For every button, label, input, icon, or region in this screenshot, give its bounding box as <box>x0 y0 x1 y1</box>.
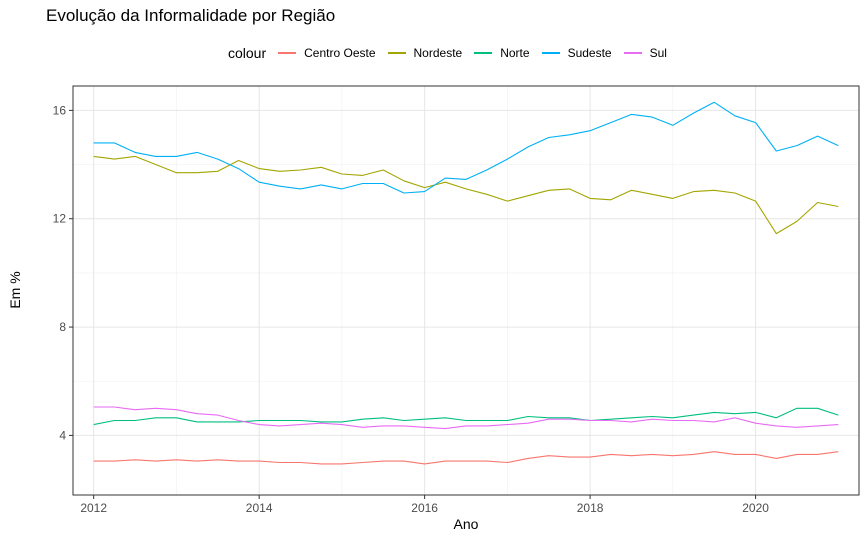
x-tick-label: 2018 <box>577 501 604 515</box>
legend-label: Nordeste <box>413 46 463 60</box>
y-tick-label: 8 <box>59 320 66 334</box>
legend-key-sul <box>623 52 642 54</box>
legend: colour Centro Oeste Nordeste Norte Sudeste S… <box>228 44 679 62</box>
legend-item-nordeste: Nordeste <box>387 46 463 60</box>
legend-label: Norte <box>500 46 530 60</box>
y-axis-label: Em % <box>7 271 23 308</box>
series-line-sul <box>93 406 839 430</box>
series-line-sudeste <box>93 101 839 194</box>
series-line-nordeste <box>93 155 839 235</box>
legend-item-sul: Sul <box>623 46 667 60</box>
legend-title: colour <box>228 45 267 61</box>
legend-label: Sul <box>649 46 667 60</box>
x-tick-label: 2014 <box>246 501 273 515</box>
plot-border <box>72 85 860 496</box>
legend-item-centro-oeste: Centro Oeste <box>278 46 376 60</box>
series-lines <box>93 101 839 465</box>
legend-label: Centro Oeste <box>304 46 376 60</box>
y-tick-label: 12 <box>53 212 67 226</box>
x-axis-label: Ano <box>454 516 479 532</box>
series-line-centro-oeste <box>93 451 839 465</box>
legend-key-sudeste <box>541 52 560 54</box>
axes: 2012 2014 2016 2018 2020 4 8 12 16 <box>53 103 770 515</box>
legend-key-norte <box>474 52 493 54</box>
x-tick-label: 2020 <box>742 501 769 515</box>
y-tick-label: 16 <box>53 103 67 117</box>
y-tick-label: 4 <box>59 428 66 442</box>
series-line-norte <box>93 407 839 426</box>
legend-key-nordeste <box>387 52 406 54</box>
legend-key-centro-oeste <box>278 52 297 54</box>
plot-background <box>73 86 859 495</box>
legend-label: Sudeste <box>567 46 612 60</box>
chart-title: Evolução da Informalidade por Região <box>46 6 336 25</box>
legend-item-sudeste: Sudeste <box>541 46 612 60</box>
x-tick-label: 2016 <box>411 501 438 515</box>
x-tick-label: 2012 <box>80 501 107 515</box>
grid <box>73 86 859 495</box>
legend-item-norte: Norte <box>474 46 530 60</box>
